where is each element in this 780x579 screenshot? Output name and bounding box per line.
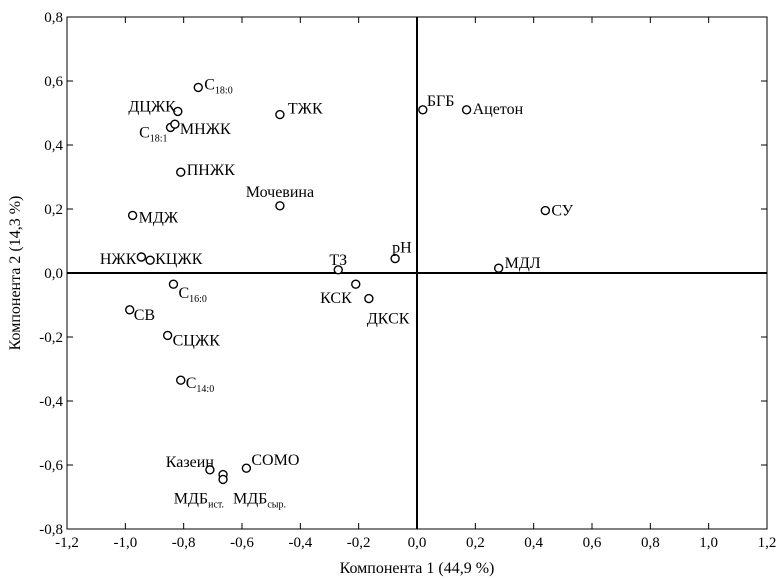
data-point [241,463,252,473]
point-label: МНЖК [180,121,231,138]
y-tick-label: 0,0 [44,266,63,282]
point-label: БГБ [427,93,455,110]
data-point [170,119,180,129]
data-point [205,465,215,475]
data-point [461,105,472,115]
x-tick-label: 0,2 [466,535,485,551]
data-point [275,109,285,120]
data-points: С18:0 ДЦЖК С18:1 МНЖК ТЖК БГБ Ацетон ПНЖК Мочеви… [100,76,574,510]
data-point [145,255,155,265]
x-axis-label: Компонента 1 (44,9 %) [340,560,495,577]
data-point [351,279,361,289]
point-label: НЖК [100,251,137,268]
x-tick-label: -0,2 [347,535,371,551]
point-label: ТЗ [329,252,347,269]
point-label: С16:0 [178,285,206,305]
point-label: СВ [134,307,155,324]
data-point [125,305,135,315]
data-point [176,375,186,385]
x-tick-label: 1,2 [758,535,777,551]
data-point [390,253,400,264]
point-label: ТЖК [288,101,323,118]
point-label: ПНЖК [187,162,235,179]
x-tick-label: 0,6 [583,535,602,551]
data-point [275,201,285,211]
point-label: Мочевина [246,184,314,201]
point-label: С18:1 [139,124,167,144]
y-axis-ticks: -0,8 -0,6 -0,4 -0,2 0,0 0,2 0,4 0,6 0,8 [39,10,767,538]
x-tick-label: -0,6 [230,535,254,551]
x-axis-ticks: -1,2 -1,0 -0,8 -0,6 -0,4 -0,2 0,0 0,2 0,4 0,6 0,8 1… [55,17,776,551]
point-label: МДБсыр. [233,490,286,510]
y-tick-label: 0,6 [44,74,63,90]
x-tick-label: -1,0 [113,535,137,551]
y-tick-label: 0,2 [44,202,63,218]
y-tick-label: 0,4 [44,138,63,154]
data-point [333,265,343,275]
data-point [418,105,428,115]
point-label: ДКСК [367,311,410,328]
x-tick-label: 0,4 [524,535,543,551]
data-point [193,82,203,93]
point-label: КЦЖК [155,251,203,268]
y-tick-label: -0,6 [39,458,63,474]
data-point [176,167,186,177]
y-tick-label: -0,8 [39,522,63,538]
y-axis-label: Компонента 2 (14,3 %) [7,196,24,351]
data-point [364,293,374,304]
y-tick-label: -0,2 [39,330,63,346]
data-point [127,210,138,221]
point-label: МДБист. [174,491,224,511]
point-label: СЦЖК [173,332,221,349]
data-point [540,205,551,216]
x-tick-label: 1,0 [699,535,718,551]
x-tick-label: 0,0 [408,535,427,551]
data-point [218,474,228,485]
point-label: Казеин [166,454,215,471]
data-point [162,330,173,341]
point-label: Ацетон [473,101,524,118]
x-tick-label: -0,8 [172,535,196,551]
data-point [136,252,147,262]
x-tick-label: -0,4 [288,535,312,551]
x-tick-label: 0,8 [641,535,660,551]
point-label: МДЛ [505,255,541,272]
point-label: pH [392,240,412,257]
point-label: МДЖ [139,209,179,226]
point-label: КСК [320,290,352,307]
x-tick-label: -1,2 [55,535,79,551]
point-label: ДЦЖК [128,98,176,115]
y-tick-label: 0,8 [44,10,63,26]
point-label: СУ [551,203,573,220]
data-point [493,263,504,273]
data-point [168,279,179,289]
point-label: С18:0 [204,76,232,96]
point-label: СОМО [251,452,299,469]
data-point [173,106,183,117]
point-label: С14:0 [186,375,214,395]
y-tick-label: -0,4 [39,394,63,410]
